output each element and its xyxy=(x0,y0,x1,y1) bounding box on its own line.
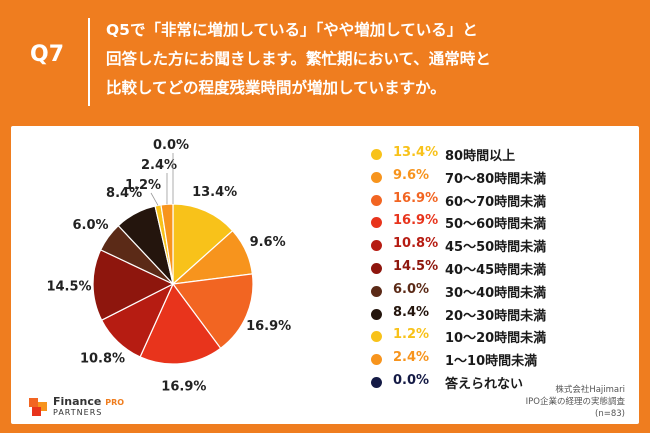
legend-label: 20〜30時間未満 xyxy=(445,308,547,324)
legend-value: 0.0% xyxy=(393,373,430,388)
legend-dot-icon xyxy=(371,331,382,343)
pie-data-label: 14.5% xyxy=(46,279,91,294)
pie-slice xyxy=(172,203,234,286)
legend-dot-icon xyxy=(371,285,382,297)
legend-dot-icon xyxy=(371,308,382,320)
legend-label: 1〜10時間未満 xyxy=(445,354,538,370)
legend-dot-icon xyxy=(371,240,382,252)
legend-dot-icon xyxy=(371,194,382,206)
legend-value: 14.5% xyxy=(393,259,439,274)
legend-dot-icon xyxy=(371,149,382,160)
pie-data-label: 1.2% xyxy=(125,178,161,193)
pie-data-label: 16.9% xyxy=(161,379,206,394)
legend-dot-icon xyxy=(371,263,382,274)
question-line: 比較してどの程度残業時間が増加していますか。 xyxy=(106,79,446,97)
legend-value: 13.4% xyxy=(393,145,439,160)
pie-chart: 13.4% 9.6% 16.9% 16.9% 10.8% 14.5% 6.0% 8.4%1.2… xyxy=(46,138,291,394)
question-number: Q7 xyxy=(30,42,65,67)
pie-data-label: 8.4% xyxy=(106,186,142,201)
question-text: Q5で「非常に増加している」「やや増加している」と 回答した方にお聞きします。繁… xyxy=(106,16,626,103)
legend-dot-icon xyxy=(371,354,382,366)
header-divider xyxy=(88,18,90,106)
legend-label: 60〜70時間未満 xyxy=(445,194,547,210)
pie-data-label: 0.0% xyxy=(153,138,189,153)
source-note: 株式会社Hajimari IPO企業の経理の実態調査 (n=83) xyxy=(526,384,625,420)
legend-value: 16.9% xyxy=(393,190,439,206)
pie-data-label: 16.9% xyxy=(246,319,291,334)
chart-card: 13.4% 9.6% 16.9% 16.9% 10.8% 14.5% 6.0% 8.4% 1.2… xyxy=(11,126,639,424)
pie-data-label: 13.4% xyxy=(192,185,237,200)
logo-subtitle: PARTNERS xyxy=(53,408,103,417)
logo-pro: PRO xyxy=(105,398,125,407)
legend-label: 40〜45時間未満 xyxy=(445,263,547,278)
legend-dot-icon xyxy=(371,217,382,229)
legend-dot-icon xyxy=(371,377,382,388)
leader-line xyxy=(150,192,159,206)
pie-slice xyxy=(92,249,175,321)
legend-label: 30〜40時間未満 xyxy=(445,285,547,301)
legend-value: 1.2% xyxy=(393,327,430,343)
legend-label: 答えられない xyxy=(445,377,524,392)
legend-value: 10.8% xyxy=(393,236,439,252)
logo-name: Finance xyxy=(53,395,102,408)
header-banner: Q7 Q5で「非常に増加している」「やや増加している」と 回答した方にお聞きしま… xyxy=(0,0,650,120)
legend-label: 50〜60時間未満 xyxy=(445,217,547,233)
pie-data-label: 10.8% xyxy=(80,352,125,367)
question-line: 回答した方にお聞きします。繁忙期において、通常時と xyxy=(106,50,491,68)
legend-value: 6.0% xyxy=(393,281,430,297)
legend-label: 45〜50時間未満 xyxy=(445,240,547,256)
legend-value: 2.4% xyxy=(393,350,430,366)
source-line: IPO企業の経理の実態調査 xyxy=(525,397,625,407)
pie-data-label: 9.6% xyxy=(250,235,286,250)
pie-slice xyxy=(171,273,254,350)
legend-label: 70〜80時間未満 xyxy=(445,171,547,187)
source-line: 株式会社Hajimari xyxy=(555,385,625,395)
source-line: (n=83) xyxy=(595,409,625,419)
pie-data-label: 2.4% xyxy=(141,158,177,173)
pie-data-label: 6.0% xyxy=(73,218,109,233)
legend-label: 10〜20時間未満 xyxy=(445,331,547,347)
logo-mark-icon xyxy=(29,398,47,416)
legend-value: 8.4% xyxy=(393,304,430,320)
legend-value: 9.6% xyxy=(393,167,430,183)
legend-label: 80時間以上 xyxy=(445,149,516,164)
legend-value: 16.9% xyxy=(393,213,439,229)
logo-title: Finance PRO xyxy=(53,395,124,408)
question-line: Q5で「非常に増加している」「やや増加している」と xyxy=(106,21,478,39)
legend-dot-icon xyxy=(371,171,382,183)
pie-slice xyxy=(139,282,222,365)
